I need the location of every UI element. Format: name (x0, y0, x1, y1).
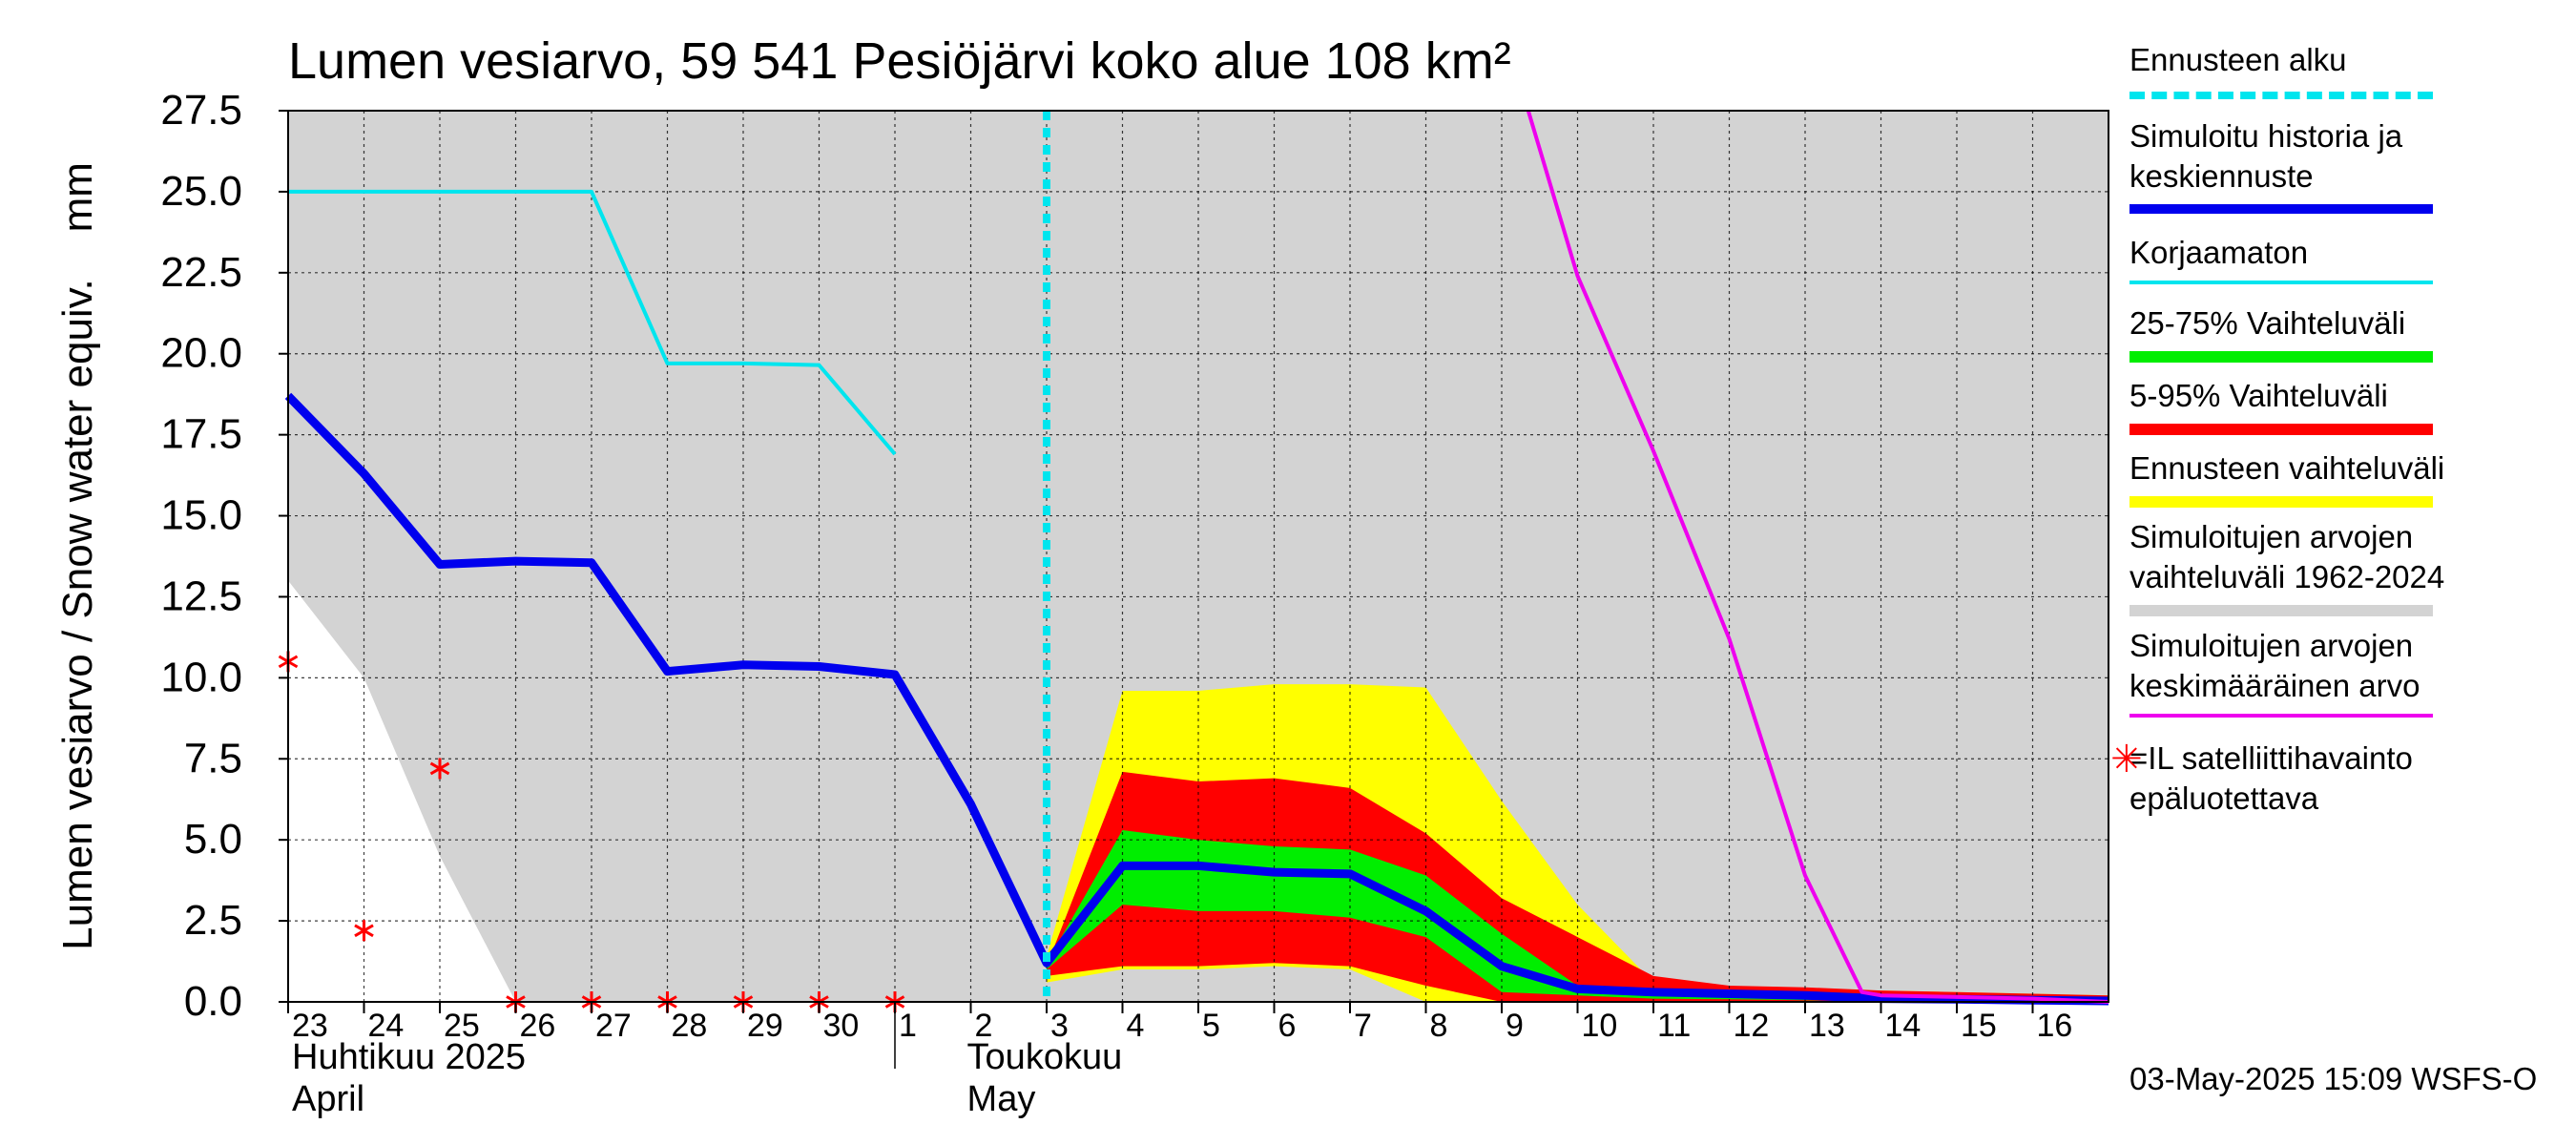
x-tick-label: 3 (1050, 1008, 1069, 1044)
x-tick-label: 12 (1734, 1008, 1770, 1044)
legend-item-observation: ✳ =IL satelliittihavainto epäluotettava (2110, 739, 2521, 819)
month-label: Toukokuu (967, 1037, 1123, 1077)
x-tick-label: 4 (1127, 1008, 1145, 1044)
legend-item-forecast-start: Ennusteen alku (2129, 40, 2540, 99)
legend-item-historic-mean: Simuloitujen arvojen keskimääräinen arvo (2129, 626, 2540, 718)
legend-label: Simuloitujen arvojen vaihteluväli 1962-2… (2129, 519, 2445, 594)
x-tick-label: 5 (1202, 1008, 1220, 1044)
legend-swatch (2129, 281, 2433, 284)
y-tick-label: 17.5 (160, 411, 242, 458)
x-tick-label: 24 (368, 1008, 405, 1044)
x-tick-label: 13 (1809, 1008, 1845, 1044)
x-tick-label: 23 (292, 1008, 328, 1044)
chart-title: Lumen vesiarvo, 59 541 Pesiöjärvi koko a… (288, 32, 1511, 90)
x-tick-label: 10 (1582, 1008, 1618, 1044)
y-tick-label: 0.0 (184, 978, 242, 1025)
legend-label: Simuloitujen arvojen keskimääräinen arvo (2129, 628, 2420, 703)
x-tick-label: 16 (2037, 1008, 2073, 1044)
series-line (284, 392, 2109, 1006)
x-tick-label: 15 (1961, 1008, 1997, 1044)
x-tick-label: 7 (1354, 1008, 1372, 1044)
x-tick-label: 11 (1657, 1008, 1691, 1044)
legend-label: 25-75% Vaihteluväli (2129, 305, 2406, 341)
y-tick-label: 22.5 (160, 249, 242, 296)
y-tick-label: 25.0 (160, 168, 242, 215)
legend-label: Ennusteen alku (2129, 42, 2347, 77)
legend-swatch (2129, 714, 2433, 718)
x-tick-label: 2 (975, 1008, 993, 1044)
legend-item-5-95: 5-95% Vaihteluväli (2129, 376, 2540, 435)
y-tick-label: 5.0 (184, 816, 242, 863)
y-tick-label: 2.5 (184, 897, 242, 944)
x-tick-label: 8 (1430, 1008, 1448, 1044)
legend-swatch (2129, 92, 2433, 99)
legend-item-simulated-history: Simuloitu historia ja keskiennuste (2129, 116, 2540, 214)
legend-item-25-75: 25-75% Vaihteluväli (2129, 303, 2540, 363)
y-tick-label: 12.5 (160, 572, 242, 619)
month-label-en: May (967, 1079, 1036, 1119)
x-tick-label: 1 (899, 1008, 917, 1044)
x-tick-label: 30 (823, 1008, 860, 1044)
legend-label: 5-95% Vaihteluväli (2129, 378, 2388, 413)
legend-swatch (2129, 496, 2433, 508)
x-tick-label: 9 (1506, 1008, 1524, 1044)
legend-item-forecast-range: Ennusteen vaihteluväli (2129, 448, 2540, 508)
month-label-en: April (292, 1079, 364, 1119)
legend-label: Ennusteen vaihteluväli (2129, 450, 2445, 486)
legend-label: =IL satelliittihavainto epäluotettava (2129, 740, 2413, 816)
asterisk-icon: ✳ (2110, 739, 2143, 781)
x-tick-label: 27 (595, 1008, 632, 1044)
observation-marker (354, 920, 374, 942)
legend-label: Korjaamaton (2129, 235, 2309, 270)
legend-swatch (2129, 351, 2433, 363)
x-tick-label: 26 (520, 1008, 556, 1044)
legend-swatch (2129, 424, 2433, 435)
observation-marker-stroke (429, 761, 450, 776)
legend-item-uncorrected: Korjaamaton (2129, 233, 2540, 284)
y-tick-label: 7.5 (184, 735, 242, 781)
timestamp-footer: 03-May-2025 15:09 WSFS-O (2129, 1061, 2538, 1096)
y-tick-label: 20.0 (160, 330, 242, 377)
legend-item-historic-range: Simuloitujen arvojen vaihteluväli 1962-2… (2129, 517, 2540, 616)
x-tick-label: 28 (672, 1008, 708, 1044)
legend-swatch (2129, 605, 2433, 616)
snow-water-chart: 0.0 2.5 5.0 7.5 10.0 12.5 15.0 17.5 20.0 22.5 25.0… (54, 32, 2109, 1119)
y-tick-label: 10.0 (160, 654, 242, 700)
series-line (288, 189, 897, 456)
series-line (1526, 110, 2109, 1004)
observation-marker (429, 758, 450, 780)
y-tick-label: 15.0 (160, 492, 242, 539)
y-axis-label: Lumen vesiarvo / Snow water equiv. mm (54, 162, 101, 950)
x-tick-label: 25 (444, 1008, 480, 1044)
band-ff0000 (1047, 771, 2109, 1002)
legend-label: Simuloitu historia ja keskiennuste (2129, 118, 2403, 194)
legend-swatch (2129, 204, 2433, 214)
y-tick-label: 27.5 (160, 87, 242, 134)
x-tick-label: 6 (1278, 1008, 1297, 1044)
month-label: Huhtikuu 2025 (292, 1037, 526, 1077)
x-tick-label: 14 (1885, 1008, 1922, 1044)
x-tick-label: 29 (747, 1008, 783, 1044)
observation-marker-stroke (354, 924, 374, 938)
